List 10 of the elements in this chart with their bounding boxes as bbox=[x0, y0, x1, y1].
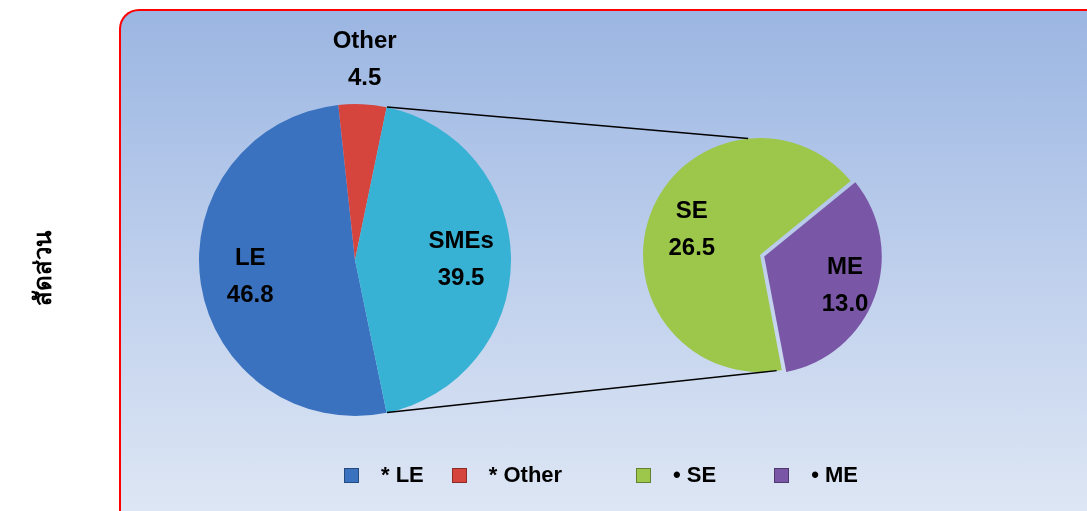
legend-label: • ME bbox=[811, 462, 858, 488]
legend-label: * Other bbox=[488, 462, 563, 488]
data-label: SE 26.5 bbox=[668, 196, 716, 261]
text: สัดส่วน bbox=[27, 230, 58, 306]
data-label: SMEs 39.5 bbox=[428, 226, 494, 291]
data-label: Other 4.5 bbox=[332, 26, 397, 91]
legend-label: • SE bbox=[673, 462, 717, 488]
legend-label: * LE bbox=[381, 462, 424, 488]
data-label: ME 13.0 bbox=[821, 252, 869, 317]
data-label: LE 46.8 bbox=[226, 242, 274, 307]
